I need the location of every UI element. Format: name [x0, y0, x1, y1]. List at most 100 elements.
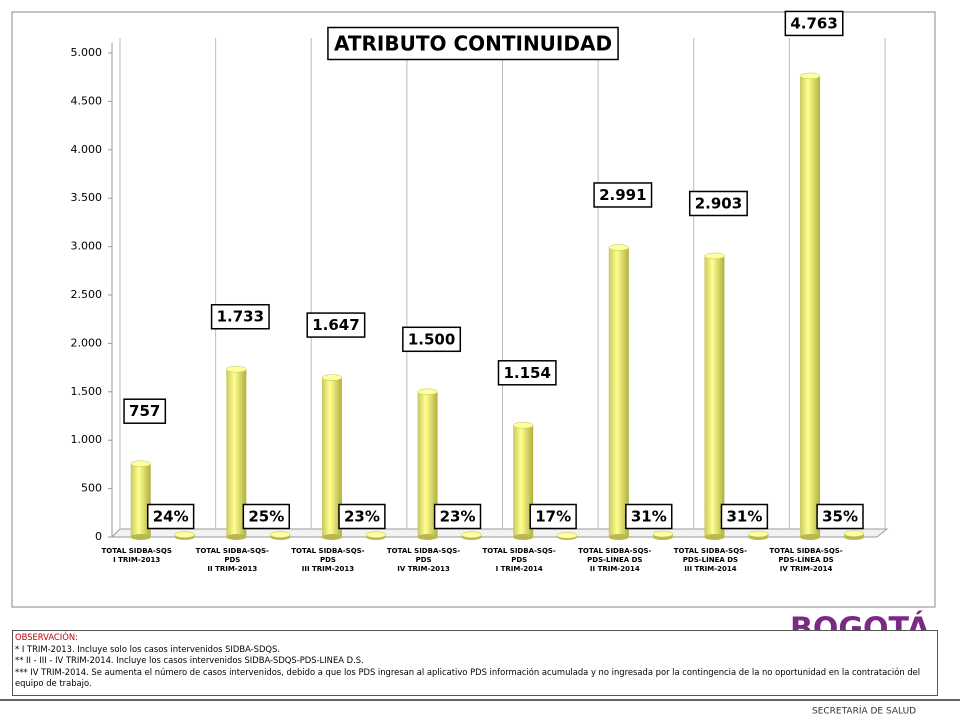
- label-box: [242, 503, 291, 530]
- label-box: [123, 398, 167, 424]
- x-tick-label: II TRIM-2013: [207, 565, 257, 573]
- bar: [417, 391, 438, 537]
- bar-top: [174, 531, 195, 538]
- y-tick-label: 5.000: [71, 46, 103, 59]
- value-label: 1.154: [503, 364, 550, 382]
- label-box: [497, 360, 557, 386]
- label-box: [210, 303, 270, 330]
- value-label: 4.763: [790, 14, 837, 32]
- x-tick-label: TOTAL SIDBA-SQS-: [291, 547, 364, 555]
- value-label: 31%: [631, 508, 667, 526]
- bar-top: [748, 530, 769, 538]
- bar: [800, 75, 821, 538]
- x-tick-label: TOTAL SIDBA-SQS-: [769, 547, 842, 555]
- x-tick-label: III TRIM-2014: [684, 565, 737, 573]
- notes-heading: OBSERVACIÓN:: [15, 632, 78, 642]
- bar-base: [513, 534, 534, 540]
- bar: [130, 463, 151, 537]
- value-label: 23%: [344, 508, 380, 526]
- value-label: 757: [129, 402, 160, 420]
- bar-base: [608, 534, 629, 540]
- y-tick-label: 2.000: [71, 336, 103, 349]
- value-label: 2.903: [695, 194, 742, 212]
- bar-top: [843, 530, 865, 537]
- org-name: SECRETARÍA DE SALUD: [812, 705, 916, 717]
- x-tick-label: TOTAL SIDBA-SQS-: [578, 547, 651, 555]
- y-tick-label: 1.000: [71, 433, 103, 446]
- label-box: [593, 182, 653, 208]
- y-tick-label: 0: [95, 530, 102, 543]
- chart-title: ATRIBUTO CONTINUIDAD: [334, 32, 612, 56]
- value-label: 1.500: [408, 330, 455, 348]
- label-box: [720, 503, 769, 530]
- label-box: [625, 503, 673, 530]
- bar-base: [800, 534, 821, 540]
- bar-base: [130, 534, 151, 540]
- value-label: 1.647: [312, 316, 359, 334]
- y-tick-label: 4.500: [71, 94, 103, 107]
- bar-top: [321, 374, 343, 381]
- value-label: 1.733: [217, 308, 264, 326]
- y-tick-label: 4.000: [71, 143, 103, 156]
- bar-top: [799, 72, 821, 80]
- note: *** IV TRIM-2014. Se aumenta el número d…: [15, 666, 921, 689]
- value-label: 24%: [153, 508, 189, 526]
- label-box: [816, 503, 864, 530]
- x-tick-label: IV TRIM-2014: [780, 565, 833, 573]
- bar-top: [365, 531, 387, 539]
- label-box: [433, 503, 482, 530]
- x-tick-label: TOTAL SIDBA-SQS-: [674, 547, 747, 555]
- x-tick-label: II TRIM-2014: [590, 565, 640, 573]
- x-tick-label: TOTAL SIDBA-SQS-: [387, 547, 460, 555]
- value-label: 31%: [726, 508, 762, 526]
- bar-top: [608, 244, 630, 251]
- value-label: 25%: [248, 508, 284, 526]
- x-tick-label: PDS-LÍNEA DS: [778, 555, 833, 564]
- bar-top: [461, 531, 482, 539]
- x-tick-label: PDS: [416, 556, 432, 564]
- x-tick-label: III TRIM-2013: [302, 565, 355, 573]
- label-box: [338, 503, 386, 530]
- bar-top: [704, 252, 725, 260]
- value-label: 23%: [440, 508, 476, 526]
- bar-top: [652, 530, 674, 538]
- bar-top: [130, 460, 151, 467]
- bar-base: [704, 534, 725, 540]
- bar: [513, 425, 534, 537]
- y-tick-label: 1.500: [71, 385, 103, 398]
- y-tick-label: 2.500: [71, 288, 103, 301]
- label-box: [529, 503, 577, 530]
- value-label: 35%: [822, 508, 858, 526]
- x-tick-label: PDS: [320, 556, 336, 564]
- label-box: [306, 312, 366, 338]
- bar-top: [226, 365, 247, 373]
- x-tick-label: I TRIM-2014: [496, 565, 543, 573]
- bar: [226, 369, 247, 537]
- bar: [608, 247, 629, 538]
- y-tick-label: 3.500: [71, 191, 103, 204]
- x-tick-label: I TRIM-2013: [113, 556, 160, 564]
- x-tick-label: PDS-LÍNEA DS: [587, 555, 642, 564]
- bar-top: [270, 531, 291, 538]
- note: ** II - III - IV TRIM-2014. Incluye los …: [15, 655, 364, 665]
- x-tick-label: TOTAL SIDBA-SQS-: [196, 547, 269, 555]
- notes-box: OBSERVACIÓN: * I TRIM-2013. Incluye solo…: [12, 630, 938, 696]
- y-tick-label: 500: [81, 482, 102, 495]
- bar-top: [417, 388, 438, 396]
- x-tick-label: PDS-LÍNEA DS: [683, 555, 738, 564]
- title-box: [327, 26, 619, 61]
- x-tick-label: TOTAL SIDBA-SQS: [101, 547, 171, 555]
- x-tick-label: TOTAL SIDBA-SQS-: [483, 547, 556, 555]
- bar: [704, 255, 725, 537]
- value-label: 17%: [535, 508, 571, 526]
- label-box: [146, 503, 195, 530]
- note: * I TRIM-2013. Incluye solo los casos in…: [15, 643, 280, 654]
- label-box: [784, 10, 844, 37]
- bar: [321, 377, 342, 537]
- label-box: [402, 326, 462, 353]
- label-box: [688, 190, 748, 217]
- bar-top: [512, 422, 534, 429]
- bar-base: [321, 534, 342, 540]
